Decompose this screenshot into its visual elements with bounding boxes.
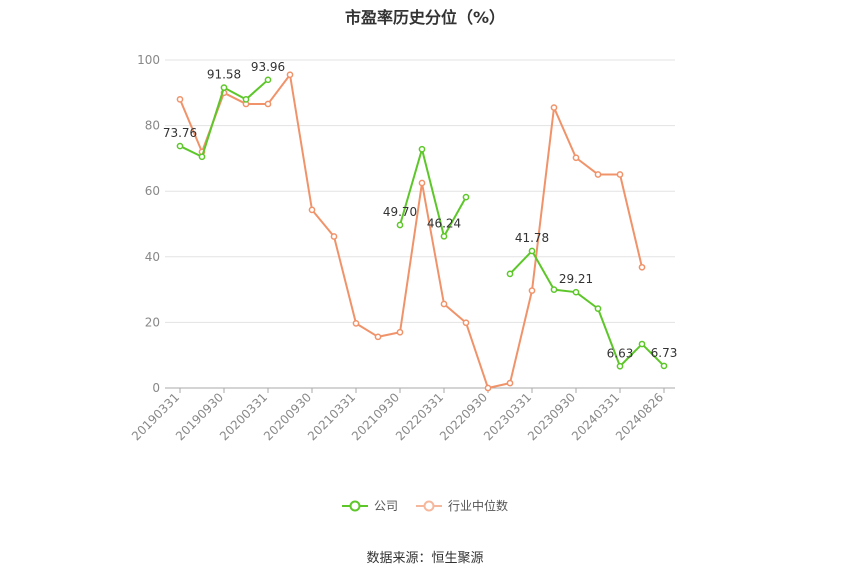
data-point-20230930 (572, 154, 580, 162)
data-source-note: 数据来源：恒生聚源 (366, 551, 484, 566)
series-line-segment (509, 249, 665, 368)
y-tick-label-20: 20 (145, 315, 160, 329)
data-point-20220331 (440, 300, 448, 308)
data-point-20211231 (418, 145, 426, 153)
series-industry-median (176, 71, 646, 392)
data-label-20210930: 49.70 (383, 205, 417, 219)
data-point-20190930 (220, 84, 228, 91)
chart-legend: 公司 行业中位数 (0, 497, 850, 514)
y-tick-label-60: 60 (145, 184, 160, 198)
legend-company-label: 公司 (373, 499, 398, 513)
data-point-20230930 (572, 288, 580, 296)
data-point-20231231 (594, 171, 602, 178)
data-point-20210930 (396, 328, 404, 336)
legend-industry-icon (416, 500, 442, 511)
data-point-20210331 (352, 320, 360, 327)
data-point-20230630 (550, 104, 558, 111)
data-point-20190331 (176, 96, 184, 103)
data-point-20190331 (176, 142, 184, 150)
data-point-20210930 (396, 221, 404, 229)
x-tick-label-20240826: 20240826 (613, 390, 666, 443)
data-point-20220331 (440, 232, 448, 240)
data-point-20221231 (506, 379, 514, 387)
data-label-20240826: 6.73 (651, 346, 678, 360)
data-label-20230930: 29.21 (559, 272, 593, 286)
chart-title: 市盈率历史分位（%） (344, 8, 506, 27)
data-label-20230331: 41.78 (515, 231, 549, 245)
y-tick-label-0: 0 (152, 381, 160, 395)
data-label-20200331: 93.96 (251, 60, 285, 74)
data-point-20221231 (506, 270, 514, 278)
legend-industry-label: 行业中位数 (448, 499, 509, 513)
data-point-20190630 (198, 153, 206, 161)
data-point-20230331 (528, 247, 536, 255)
data-point-20191231 (242, 96, 250, 103)
data-point-20240331 (616, 362, 624, 370)
data-point-20240826 (660, 362, 668, 370)
data-point-20231231 (594, 305, 602, 312)
data-point-20200930 (308, 206, 316, 214)
series-line-segment (179, 73, 643, 389)
y-tick-label-80: 80 (145, 119, 160, 133)
legend-company-icon (341, 500, 368, 511)
data-point-20240331 (616, 171, 624, 178)
data-point-20200331 (264, 76, 272, 84)
data-label-20190331: 73.76 (163, 126, 197, 140)
legend-item-company[interactable]: 公司 (341, 497, 398, 514)
series-company (176, 76, 668, 370)
line-chart: 0204060801002019033120190930202003312020… (129, 53, 678, 443)
data-point-20230331 (528, 287, 536, 294)
y-tick-label-40: 40 (145, 250, 160, 264)
data-point-20200630 (286, 71, 294, 79)
data-point-20201231 (330, 233, 338, 240)
data-point-20200331 (264, 100, 272, 108)
series-line-segment (399, 148, 467, 238)
series-lines (176, 71, 668, 392)
data-point-20220630 (462, 193, 470, 201)
axes: 0204060801002019033120190930202003312020… (129, 53, 675, 443)
data-point-20210630 (374, 333, 382, 341)
data-point-20220930 (484, 384, 492, 392)
y-tick-label-100: 100 (137, 53, 160, 67)
data-labels: 73.76 91.58 93.96 49.70 46.24 41.78 29.21 6.63 6… (163, 60, 678, 360)
legend-item-industry-median[interactable]: 行业中位数 (416, 497, 508, 514)
data-point-20211231 (418, 179, 426, 187)
data-point-20230630 (550, 286, 558, 293)
data-point-20240630 (638, 263, 646, 271)
data-point-20240630 (638, 340, 646, 348)
data-point-20220630 (462, 319, 470, 327)
data-label-20190930: 91.58 (207, 68, 241, 82)
data-label-20240331: 6.63 (607, 346, 634, 360)
data-label-20220331: 46.24 (427, 216, 461, 230)
